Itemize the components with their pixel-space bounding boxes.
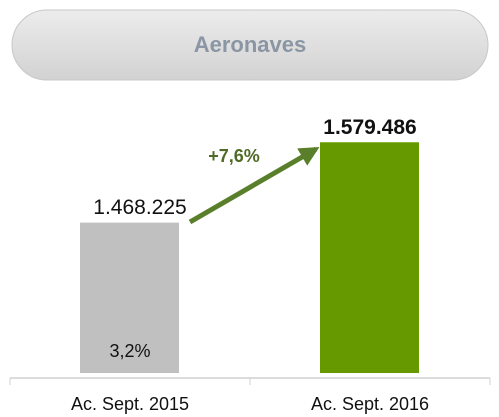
bar (80, 222, 179, 373)
bar (320, 142, 419, 373)
x-tick-label: Ac. Sept. 2016 (311, 394, 429, 414)
title-pill (11, 9, 489, 81)
bar-annotation: 3,2% (109, 341, 150, 361)
chart-title: Aeronaves (194, 32, 307, 57)
x-tick-label: Ac. Sept. 2015 (71, 394, 189, 414)
growth-arrow (188, 146, 320, 225)
growth-annotation: +7,6% (208, 146, 260, 166)
value-label: 1.468.225 (93, 196, 186, 219)
value-label: 1.579.486 (323, 116, 416, 139)
